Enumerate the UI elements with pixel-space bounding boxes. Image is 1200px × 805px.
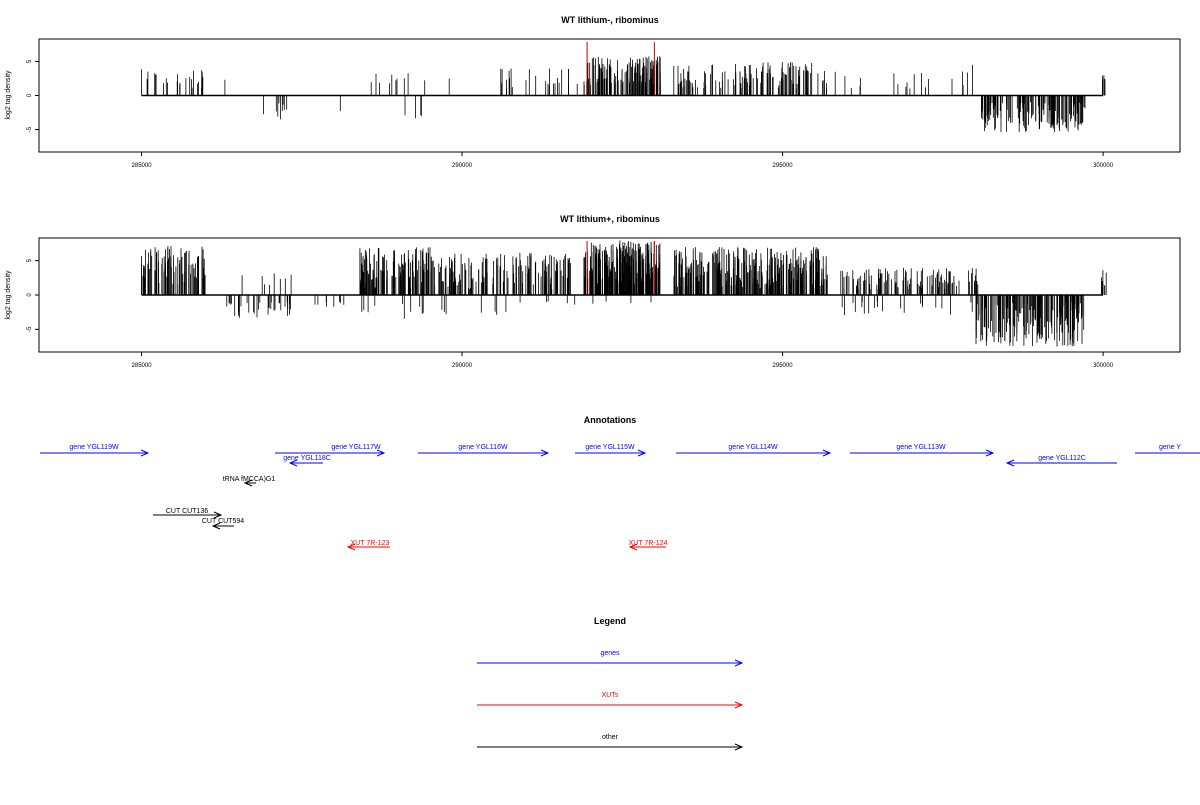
annotation-feature: gene YGL116W	[418, 444, 550, 457]
legend-label: XUTs	[602, 692, 619, 699]
annotation-feature: gene YGL115W	[575, 444, 647, 457]
annotation-feature: gene YGL114W	[676, 444, 832, 457]
legend: Legend genes XUTs other	[477, 616, 744, 751]
legend-item: other	[477, 734, 744, 751]
annotation-feature: gene YGL117W	[275, 444, 386, 457]
arrow-head	[734, 659, 744, 667]
feature-label: CUT CUT136	[166, 508, 208, 515]
x-tick-label: 290000	[452, 163, 473, 169]
annotation-feature: gene YGL118C	[283, 455, 331, 467]
density-panel-lithium-minus: WT lithium-, ribominus log2 tag density …	[5, 15, 1181, 169]
arrow-head	[243, 479, 253, 487]
annotation-feature: CUT CUT594	[202, 518, 244, 530]
annotation-feature: gene YGL113W	[850, 444, 995, 457]
x-tick-label: 300000	[1093, 163, 1114, 169]
feature-label: gene YGL119W	[69, 444, 119, 451]
y-tick-label: -5	[27, 326, 33, 332]
annotation-feature: CUT CUT136	[153, 508, 223, 519]
annotations-title: Annotations	[584, 415, 637, 425]
y-axis-label: log2 tag density	[5, 270, 12, 320]
legend-item: XUTs	[477, 692, 744, 709]
feature-label: gene YGL112C	[1038, 455, 1086, 462]
x-tick-label: 285000	[132, 163, 153, 169]
annotation-feature: XUT 7R-124	[628, 540, 668, 551]
arrow-head	[1005, 459, 1015, 467]
annotation-feature: gene Y	[1135, 444, 1200, 454]
arrow-head	[288, 459, 298, 467]
legend-label: other	[602, 734, 619, 741]
annotation-feature: gene YGL119W	[40, 444, 150, 457]
y-tick-label: 0	[27, 93, 33, 97]
legend-items: genes XUTs other	[477, 650, 744, 751]
x-ticks-group: 285000 290000 295000 300000	[132, 152, 1114, 169]
y-tick-label: 0	[27, 293, 33, 297]
feature-label: gene YGL118C	[283, 455, 331, 462]
x-tick-label: 300000	[1093, 363, 1114, 369]
feature-label: gene YGL113W	[896, 444, 946, 451]
arrow-head	[376, 449, 386, 457]
feature-label: gene Y	[1159, 444, 1181, 451]
annotation-feature: XUT 7R-123	[346, 540, 390, 551]
arrow-head	[822, 449, 832, 457]
x-tick-label: 285000	[132, 363, 153, 369]
density-panel-lithium-plus: WT lithium+, ribominus log2 tag density …	[5, 214, 1181, 369]
x-tick-label: 295000	[773, 363, 794, 369]
y-ticks-group: -5 0 5	[27, 258, 39, 332]
legend-label: genes	[600, 650, 620, 657]
feature-label: gene YGL115W	[585, 444, 635, 451]
legend-title: Legend	[594, 616, 626, 626]
feature-label: XUT 7R-124	[629, 540, 668, 547]
arrow-head	[637, 449, 647, 457]
y-tick-label: 5	[27, 258, 33, 262]
feature-label: gene YGL117W	[331, 444, 381, 451]
arrow-head	[734, 701, 744, 709]
feature-label: gene YGL116W	[458, 444, 508, 451]
panel-title: WT lithium+, ribominus	[560, 214, 660, 224]
annotation-feature: tRNA fMCCA)G1	[223, 476, 276, 487]
y-tick-label: -5	[27, 126, 33, 132]
arrow-head	[734, 743, 744, 751]
arrow-head	[985, 449, 995, 457]
arrow-head	[211, 522, 221, 530]
x-tick-label: 295000	[773, 163, 794, 169]
feature-label: gene YGL114W	[728, 444, 778, 451]
feature-label: tRNA fMCCA)G1	[223, 476, 276, 483]
y-axis-label: log2 tag density	[5, 70, 12, 120]
arrow-head	[140, 449, 150, 457]
arrow-head	[346, 543, 356, 551]
arrow-head	[628, 543, 638, 551]
y-ticks-group: -5 0 5	[27, 59, 39, 132]
legend-item: genes	[477, 650, 744, 667]
bars-group	[141, 56, 1106, 133]
y-tick-label: 5	[27, 59, 33, 63]
arrow-head	[540, 449, 550, 457]
feature-label: XUT 7R-123	[351, 540, 390, 547]
markers-group	[586, 42, 655, 96]
x-ticks-group: 285000 290000 295000 300000	[132, 352, 1114, 369]
arrow-head	[213, 511, 223, 519]
panel-title: WT lithium-, ribominus	[561, 15, 659, 25]
x-tick-label: 290000	[452, 363, 473, 369]
annotation-feature: gene YGL112C	[1005, 455, 1117, 467]
bars-group	[141, 240, 1107, 347]
feature-label: CUT CUT594	[202, 518, 244, 525]
markers-group	[586, 241, 655, 295]
